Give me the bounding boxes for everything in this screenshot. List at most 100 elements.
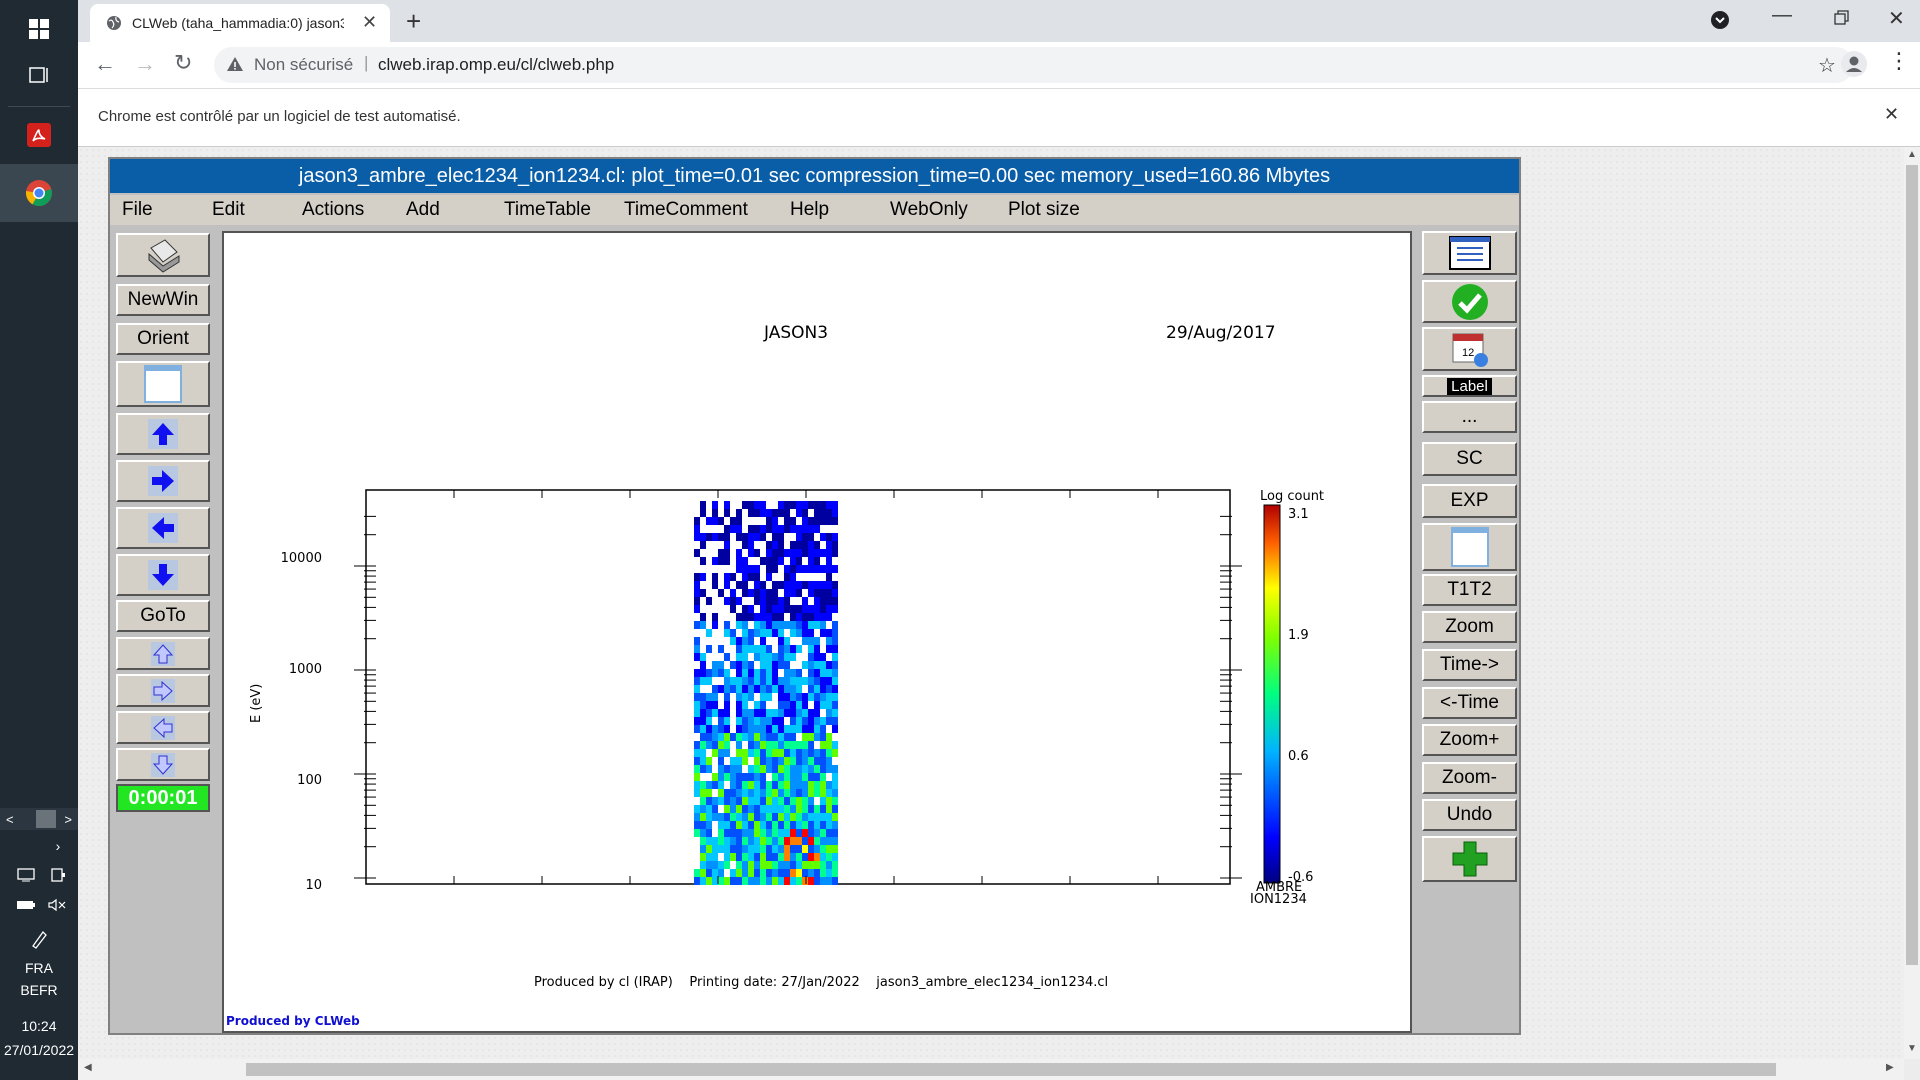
- close-tab-icon[interactable]: ✕: [362, 12, 378, 32]
- blank-page-right-button[interactable]: [1422, 523, 1517, 571]
- menu-timetable[interactable]: TimeTable: [504, 199, 591, 220]
- exp-button[interactable]: EXP: [1422, 484, 1517, 518]
- heatmap-cell: [736, 797, 742, 805]
- newwin-button[interactable]: NewWin: [116, 284, 210, 316]
- url-text[interactable]: clweb.irap.omp.eu/cl/clweb.php: [378, 55, 615, 74]
- reload-icon[interactable]: ↻: [174, 50, 193, 75]
- close-window-icon[interactable]: ✕: [1888, 8, 1905, 30]
- validate-button[interactable]: [1422, 280, 1517, 323]
- address-bar[interactable]: Non sécurisé | clweb.irap.omp.eu/cl/clwe…: [214, 47, 1854, 83]
- acrobat-icon[interactable]: [0, 106, 78, 164]
- orient-button[interactable]: Orient: [116, 323, 210, 355]
- menu-edit[interactable]: Edit: [212, 199, 245, 220]
- heatmap-cell: [754, 757, 760, 765]
- menu-add[interactable]: Add: [406, 199, 440, 220]
- scroll-left-button[interactable]: [116, 507, 210, 549]
- tab-search-icon[interactable]: [1710, 10, 1730, 35]
- horizontal-scrollbar[interactable]: ◀ ▶: [78, 1059, 1904, 1080]
- scroll-down-icon[interactable]: ▼: [1907, 1043, 1917, 1054]
- heatmap-cell: [754, 621, 760, 629]
- scroll-up-icon[interactable]: ▲: [1907, 149, 1917, 160]
- heatmap-cell: [760, 845, 766, 853]
- language-indicator[interactable]: FRA: [25, 960, 53, 976]
- heatmap-cell: [748, 565, 754, 573]
- heatmap-cell: [784, 653, 790, 661]
- task-view-icon[interactable]: [0, 46, 78, 104]
- small-up-button[interactable]: [116, 637, 210, 670]
- heatmap-cell: [748, 629, 754, 637]
- heatmap-cell: [754, 821, 760, 829]
- clock-date[interactable]: 27/01/2022: [3, 1042, 75, 1058]
- t1t2-button[interactable]: T1T2: [1422, 574, 1517, 606]
- menu-timecomment[interactable]: TimeComment: [624, 199, 748, 220]
- menu-actions[interactable]: Actions: [302, 199, 365, 220]
- infobar-close-icon[interactable]: ✕: [1884, 104, 1900, 124]
- warning-icon[interactable]: [226, 55, 244, 78]
- time-forward-button[interactable]: Time->: [1422, 649, 1517, 681]
- zoom-button[interactable]: Zoom: [1422, 611, 1517, 643]
- scroll-up-button[interactable]: [116, 413, 210, 455]
- goto-button[interactable]: GoTo: [116, 600, 210, 632]
- chrome-taskbar-icon[interactable]: [0, 164, 78, 222]
- security-label[interactable]: Non sécurisé: [254, 55, 354, 74]
- label-button[interactable]: Label: [1422, 375, 1517, 397]
- printer-button[interactable]: [116, 233, 210, 277]
- scroll-right-button[interactable]: [116, 460, 210, 502]
- forward-icon[interactable]: →: [134, 51, 156, 76]
- menu-kebab-icon[interactable]: ⋮: [1888, 48, 1910, 73]
- list-view-button[interactable]: [1422, 231, 1517, 275]
- menu-file[interactable]: File: [122, 199, 153, 220]
- profile-avatar-icon[interactable]: [1840, 50, 1868, 83]
- back-icon[interactable]: ←: [94, 51, 116, 76]
- calendar-button[interactable]: 12: [1422, 327, 1517, 371]
- heatmap-cell: [832, 821, 838, 829]
- small-down-button[interactable]: [116, 748, 210, 781]
- bookmark-star-icon[interactable]: ☆: [1818, 55, 1836, 77]
- heatmap-cell: [694, 717, 700, 725]
- vertical-scrollbar[interactable]: ▲ ▼: [1904, 147, 1920, 1059]
- time-back-button[interactable]: <-Time: [1422, 687, 1517, 719]
- scroll-down-button[interactable]: [116, 554, 210, 596]
- restore-icon[interactable]: [1834, 10, 1850, 31]
- heatmap-cell: [748, 685, 754, 693]
- new-tab-icon[interactable]: +: [406, 6, 422, 36]
- undo-button[interactable]: Undo: [1422, 799, 1517, 831]
- heatmap-cell: [724, 573, 730, 581]
- battery-icon[interactable]: [14, 894, 38, 916]
- network-icon[interactable]: [14, 864, 38, 886]
- heatmap-cell: [730, 877, 736, 885]
- menu-help[interactable]: Help: [790, 199, 830, 220]
- browser-tab[interactable]: CLWeb (taha_hammadia:0) jason3 ✕: [90, 4, 390, 42]
- scroll-left-icon[interactable]: ◀: [84, 1062, 92, 1073]
- heatmap-cell: [694, 829, 700, 837]
- heatmap-cell: [808, 565, 814, 573]
- menu-plot-size[interactable]: Plot size: [1008, 199, 1080, 220]
- heatmap-cell: [760, 581, 766, 589]
- blank-page-button[interactable]: [116, 361, 210, 407]
- chevron-right-icon[interactable]: ›: [55, 838, 61, 854]
- speaker-muted-icon[interactable]: [44, 894, 70, 916]
- sc-button[interactable]: SC: [1422, 442, 1517, 476]
- windows-start-icon[interactable]: [0, 0, 78, 58]
- zoom-plus-button[interactable]: Zoom+: [1422, 724, 1517, 756]
- horizontal-scroll-thumb[interactable]: [246, 1063, 1776, 1076]
- tablet-icon[interactable]: [46, 864, 70, 886]
- heatmap-cell: [748, 741, 754, 749]
- heatmap-cell: [760, 805, 766, 813]
- small-right-button[interactable]: [116, 674, 210, 707]
- heatmap-cell: [748, 533, 754, 541]
- colorbar-title: Log count: [1260, 489, 1324, 504]
- clock-time[interactable]: 10:24: [21, 1018, 57, 1034]
- scroll-right-icon[interactable]: ▶: [1886, 1062, 1894, 1073]
- zoom-minus-button[interactable]: Zoom-: [1422, 762, 1517, 794]
- pen-icon[interactable]: [26, 926, 52, 952]
- small-left-button[interactable]: [116, 711, 210, 744]
- add-panel-button[interactable]: [1422, 836, 1517, 882]
- vertical-scroll-thumb[interactable]: [1906, 165, 1918, 965]
- taskbar-scroll[interactable]: < >: [0, 808, 78, 830]
- menu-webonly[interactable]: WebOnly: [890, 199, 968, 220]
- heatmap-cell: [814, 525, 820, 533]
- more-button[interactable]: ...: [1422, 401, 1517, 433]
- minimize-icon[interactable]: —: [1772, 4, 1792, 26]
- keyboard-layout[interactable]: BEFR: [20, 982, 58, 998]
